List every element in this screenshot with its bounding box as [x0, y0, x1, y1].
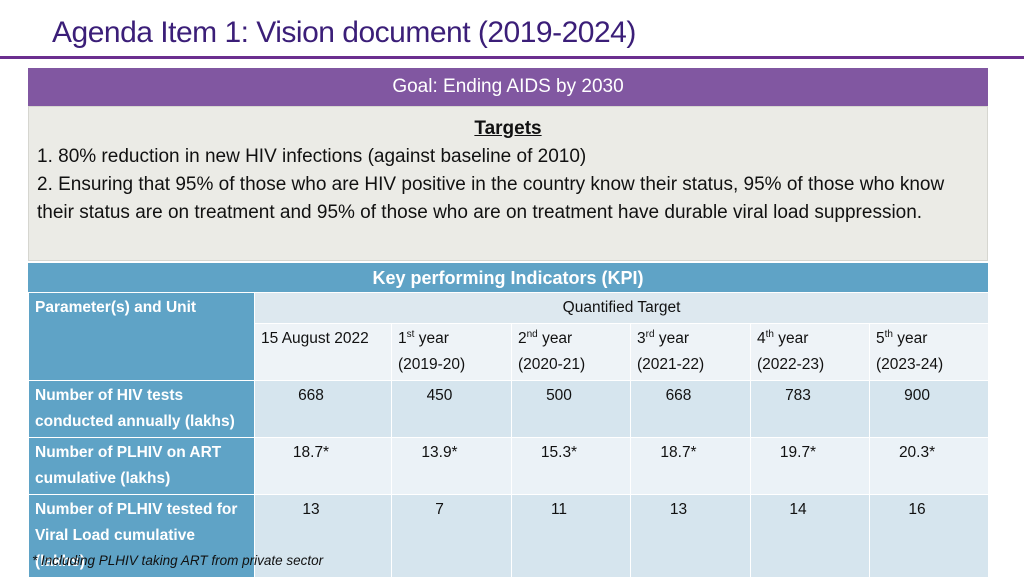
column-header: 15 August 2022: [254, 323, 392, 381]
value-cell: 11: [511, 494, 631, 578]
kpi-table: Parameter(s) and Unit Quantified Target …: [28, 292, 990, 578]
column-header: 5th year (2023-24): [868, 323, 990, 381]
value-cell: 13.9*: [391, 437, 512, 495]
footnote: * Including PLHIV taking ART from privat…: [32, 553, 324, 568]
value-cell: 18.7*: [630, 437, 751, 495]
target-item: 1. 80% reduction in new HIV infections (…: [37, 146, 587, 167]
column-header: 1st year (2019-20): [391, 323, 512, 381]
year-word: year: [778, 330, 809, 347]
goal-banner: Goal: Ending AIDS by 2030: [28, 68, 988, 106]
year-word: year: [542, 330, 573, 347]
column-header: 4th year (2022-23): [750, 323, 870, 381]
data-row: Number of PLHIV tested for Viral Load cu…: [28, 494, 990, 578]
column-header: 2nd year (2020-21): [511, 323, 631, 381]
parameter-cell: Number of PLHIV tested for Viral Load cu…: [28, 494, 255, 578]
value-cell: 19.7*: [750, 437, 870, 495]
kpi-header: Key performing Indicators (KPI): [28, 263, 988, 292]
targets-heading: Targets: [474, 118, 542, 139]
year-word: year: [418, 330, 449, 347]
data-row: Number of PLHIV on ART cumulative (lakhs…: [28, 437, 990, 495]
table-body: Parameter(s) and Unit Quantified Target …: [28, 292, 990, 578]
ordinal-suffix: rd: [645, 328, 655, 340]
value-cell: 900: [868, 380, 990, 438]
parameter-header: Parameter(s) and Unit: [28, 292, 255, 381]
ordinal: 3: [637, 330, 646, 347]
ordinal-suffix: nd: [526, 328, 538, 340]
year-period: (2021-22): [637, 356, 705, 373]
target-item: 2. Ensuring that 95% of those who are HI…: [37, 174, 945, 223]
data-row: Number of HIV tests conducted annually (…: [28, 380, 990, 438]
value-cell: 450: [391, 380, 512, 438]
value-cell: 500: [511, 380, 631, 438]
year-period: (2019-20): [398, 356, 466, 373]
value-cell: 668: [254, 380, 392, 438]
targets-box: Targets 1. 80% reduction in new HIV infe…: [28, 106, 988, 261]
value-cell: 7: [391, 494, 512, 578]
value-cell: 13: [254, 494, 392, 578]
ordinal: 5: [876, 330, 885, 347]
ordinal-suffix: th: [765, 328, 774, 340]
year-label: 2nd year: [518, 326, 624, 352]
year-word: year: [658, 330, 689, 347]
value-cell: 783: [750, 380, 870, 438]
value-cell: 20.3*: [868, 437, 990, 495]
year-period: (2020-21): [518, 356, 586, 373]
title-rule: [0, 56, 1024, 59]
ordinal-suffix: th: [884, 328, 893, 340]
ordinal-suffix: st: [406, 328, 415, 340]
parameter-cell: Number of PLHIV on ART cumulative (lakhs…: [28, 437, 255, 495]
ordinal: 4: [757, 330, 766, 347]
ordinal: 1: [398, 330, 407, 347]
value-cell: 668: [630, 380, 751, 438]
value-cell: 13: [630, 494, 751, 578]
column-header: 3rd year (2021-22): [630, 323, 751, 381]
parameter-cell: Number of HIV tests conducted annually (…: [28, 380, 255, 438]
value-cell: 15.3*: [511, 437, 631, 495]
year-word: year: [897, 330, 928, 347]
value-cell: 18.7*: [254, 437, 392, 495]
year-period: (2022-23): [757, 356, 825, 373]
value-cell: 14: [750, 494, 870, 578]
year-row: 15 August 2022 1st year (2019-20) 2nd year…: [29, 323, 990, 381]
target-header: Quantified Target: [253, 292, 990, 324]
year-label: 4th year: [757, 326, 863, 352]
year-label: 1st year: [398, 326, 505, 352]
slide-title: Agenda Item 1: Vision document (2019-202…: [52, 16, 636, 49]
year-period: (2023-24): [876, 356, 944, 373]
year-label: 3rd year: [637, 326, 744, 352]
value-cell: 16: [868, 494, 990, 578]
ordinal: 2: [518, 330, 527, 347]
year-label: 5th year: [876, 326, 982, 352]
